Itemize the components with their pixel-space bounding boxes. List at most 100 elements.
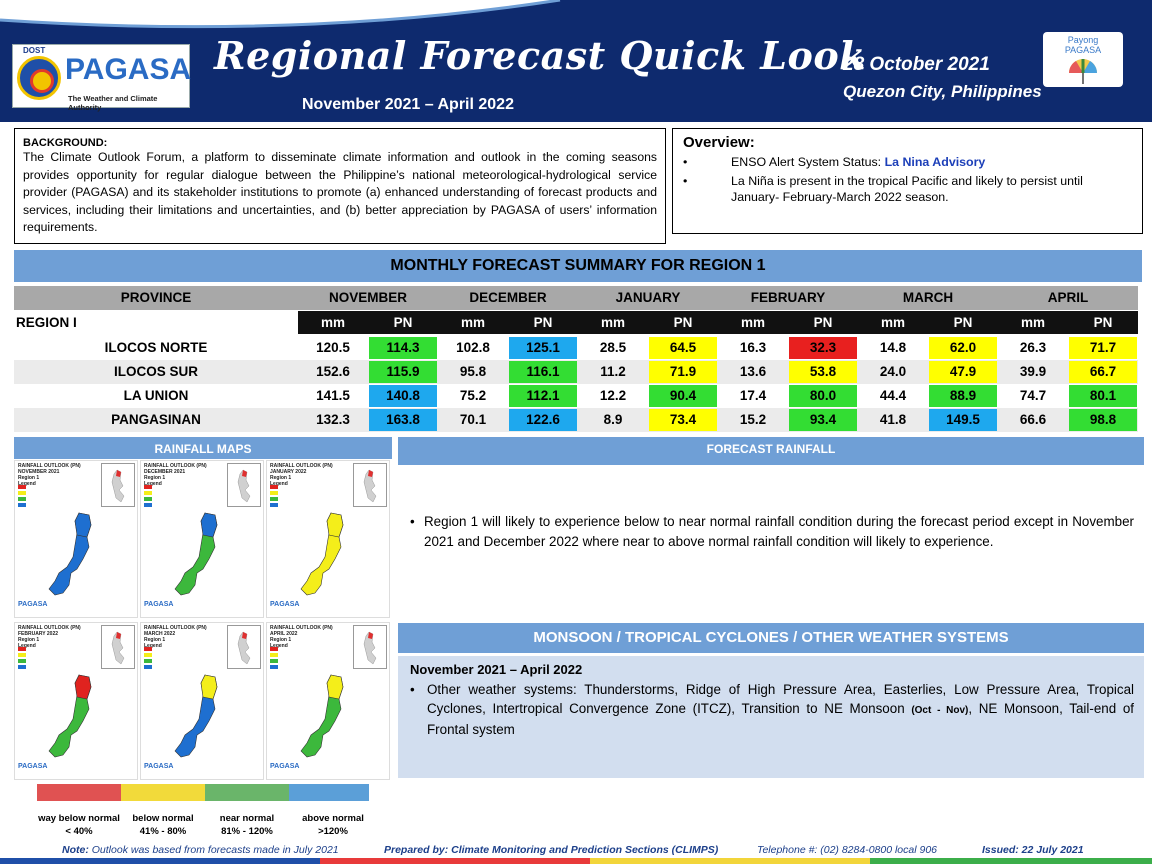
- map-title-line: Region 1: [144, 637, 166, 643]
- pagasa-tagline: The Weather and Climate Authority: [68, 94, 158, 112]
- unit-mm-header: mm: [1020, 315, 1045, 330]
- map-title-line: Region 1: [270, 475, 292, 481]
- mm-value-cell: 26.3: [1019, 340, 1047, 355]
- pagasa-wordmark: PAGASA: [65, 53, 192, 86]
- pn-value-cell: 93.4: [789, 409, 857, 431]
- footer-prepared: Prepared by: Climate Monitoring and Pred…: [384, 844, 719, 856]
- forecast-rainfall-body: Region 1 will likely to experience below…: [424, 514, 1134, 549]
- monsoon-title: MONSOON / TROPICAL CYCLONES / OTHER WEAT…: [398, 623, 1144, 653]
- rainfall-maps-title: RAINFALL MAPS: [14, 437, 392, 459]
- payong-line1: Payong: [1067, 35, 1099, 45]
- pagasa-logo: DOST PAGASA The Weather and Climate Auth…: [12, 44, 192, 112]
- unit-mm-header: mm: [460, 315, 485, 330]
- unit-mm-header: mm: [600, 315, 625, 330]
- unit-pn-header: PN: [1093, 315, 1113, 330]
- bullet: •: [410, 682, 415, 697]
- map-legend-swatch: [18, 503, 26, 507]
- bullet: •: [683, 173, 688, 188]
- lanina-text: La Niña is present in the tropical Pacif…: [731, 173, 1083, 205]
- mm-value-cell: 12.2: [599, 388, 627, 403]
- map-title-line: FEBRUARY 2022: [18, 631, 59, 637]
- map-legend-word: Legend: [18, 643, 36, 649]
- map-legend-swatch: [18, 653, 26, 657]
- mm-value-cell: 41.8: [879, 412, 907, 427]
- map-title-line: RAINFALL OUTLOOK (PN): [18, 463, 81, 469]
- overview-box: Overview: • ENSO Alert System Status: La…: [672, 128, 1143, 234]
- pn-value-cell: 116.1: [509, 361, 577, 383]
- pn-value-cell: 125.1: [509, 337, 577, 359]
- map-legend-swatch: [270, 491, 278, 495]
- map-pagasa-logo: PAGASA: [18, 763, 48, 770]
- map-legend-word: Legend: [270, 481, 288, 487]
- pn-value-cell: 149.5: [929, 409, 997, 431]
- map-title-line: DECEMBER 2021: [144, 469, 186, 475]
- map-legend-swatch: [270, 653, 278, 657]
- map-legend-swatch: [270, 485, 278, 489]
- map-legend-swatch: [144, 659, 152, 663]
- mm-value-cell: 120.5: [316, 340, 350, 355]
- mm-value-cell: 70.1: [459, 412, 487, 427]
- rainfall-map-panel: RAINFALL OUTLOOK (PN) FEBRUARY 2022 Region…: [14, 622, 138, 780]
- mm-value-cell: 95.8: [459, 364, 487, 379]
- issue-place: Quezon City, Philippines: [843, 82, 1042, 101]
- unit-mm-header: mm: [880, 315, 905, 330]
- map-title-line: Region 1: [18, 475, 40, 481]
- pagasa-seal-icon: [17, 56, 61, 100]
- province-name: ILOCOS NORTE: [104, 340, 208, 355]
- umbrella-icon: [1069, 59, 1097, 84]
- mm-value-cell: 8.9: [603, 412, 623, 427]
- map-legend-swatch: [270, 497, 278, 501]
- footer-stripe-yellow: [590, 858, 870, 864]
- location-inset-map: [101, 625, 135, 669]
- map-panel-title: RAINFALL OUTLOOK (PN) NOVEMBER 2021 Region…: [18, 463, 81, 487]
- mm-value-cell: 141.5: [316, 388, 350, 403]
- unit-pn-header: PN: [953, 315, 973, 330]
- pn-value-cell: 163.8: [369, 409, 437, 431]
- map-legend-swatches: [270, 645, 310, 671]
- map-panel-title: RAINFALL OUTLOOK (PN) DECEMBER 2021 Region…: [144, 463, 207, 487]
- forecast-rainfall-text: • Region 1 will likely to experience bel…: [410, 512, 1134, 552]
- issue-date: 28 October 2021: [843, 54, 990, 75]
- mm-value-cell: 16.3: [739, 340, 767, 355]
- monsoon-text-a: Other weather systems: Thunderstorms, Ri…: [427, 682, 1134, 717]
- forecast-summary-title: MONTHLY FORECAST SUMMARY FOR REGION 1: [14, 250, 1142, 282]
- month-header: MARCH: [902, 290, 954, 305]
- mm-value-cell: 13.6: [739, 364, 767, 379]
- map-legend-swatches: [18, 645, 58, 671]
- month-header: JANUARY: [615, 290, 681, 305]
- legend-swatch-above: [289, 784, 369, 801]
- background-box: BACKGROUND: The Climate Outlook Forum, a…: [14, 128, 666, 244]
- header-banner: [0, 0, 1152, 122]
- location-inset-map: [227, 463, 261, 507]
- bullet: •: [683, 155, 688, 169]
- rainfall-map-panel: RAINFALL OUTLOOK (PN) JANUARY 2022 Region …: [266, 460, 390, 618]
- footer-note: Note: Outlook was based from forecasts m…: [62, 844, 339, 856]
- unit-pn-header: PN: [533, 315, 553, 330]
- legend-swatch-below: [121, 784, 205, 801]
- map-title-line: MARCH 2022: [144, 631, 176, 637]
- unit-pn-header: PN: [393, 315, 413, 330]
- region-map-shape: [48, 674, 92, 758]
- footer: Note: Outlook was based from forecasts m…: [0, 842, 1152, 858]
- map-legend-swatch: [144, 491, 152, 495]
- pn-value-cell: 115.9: [369, 361, 437, 383]
- table-row: LA UNION 141.5 140.8 75.2 112.1 12.2 90.4 17.4 8…: [14, 384, 1138, 408]
- map-legend-word: Legend: [144, 481, 162, 487]
- overview-heading: Overview:: [683, 134, 755, 151]
- payong-line2: PAGASA: [1064, 45, 1102, 55]
- region-map-shape: [300, 674, 344, 758]
- monsoon-text-b: , NE Monsoon, Tail-end of Frontal system: [427, 701, 1135, 738]
- table-month-header: PROVINCE NOVEMBER DECEMBER JANUARY FEBRU…: [14, 286, 1138, 310]
- map-legend-swatch: [18, 497, 26, 501]
- map-legend-word: Legend: [18, 481, 36, 487]
- monsoon-text: • Other weather systems: Thunderstorms, …: [410, 680, 1134, 740]
- map-legend-swatch: [18, 659, 26, 663]
- mm-value-cell: 28.5: [599, 340, 627, 355]
- monsoon-period: November 2021 – April 2022: [410, 662, 583, 677]
- forecast-rainfall-title: FORECAST RAINFALL: [398, 437, 1144, 465]
- region-map-shape: [48, 512, 92, 596]
- map-title-line: Region 1: [18, 637, 40, 643]
- overview-item-enso: • ENSO Alert System Status: La Nina Advi…: [683, 154, 1132, 171]
- map-legend-swatch: [18, 491, 26, 495]
- legend-range: < 40%: [65, 826, 93, 837]
